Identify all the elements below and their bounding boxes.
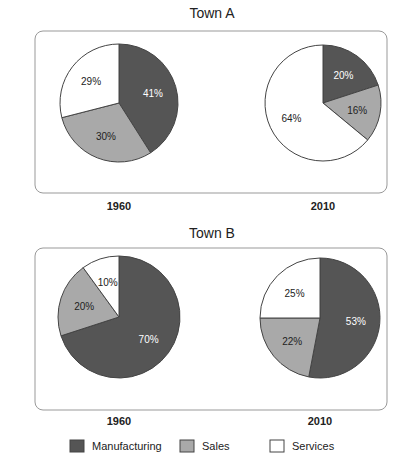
series-label: 1960 (107, 200, 131, 212)
legend-label: Manufacturing (92, 440, 162, 452)
series-label: 2010 (311, 200, 335, 212)
pie (260, 258, 380, 378)
data-label: 70% (139, 334, 159, 345)
pie (265, 45, 381, 161)
legend-label: Services (292, 440, 335, 452)
legend-swatch (270, 440, 284, 452)
data-label: 22% (282, 336, 302, 347)
data-label: 29% (81, 76, 101, 87)
pie-slice (260, 258, 320, 318)
data-label: 30% (96, 131, 116, 142)
data-label: 16% (347, 105, 367, 116)
data-label: 64% (282, 113, 302, 124)
legend-swatch (70, 440, 84, 452)
legend-swatch (180, 440, 194, 452)
legend: Manufacturing Sales Services (70, 440, 335, 452)
data-label: 25% (285, 288, 305, 299)
pie (60, 44, 178, 162)
series-label: 2010 (308, 415, 332, 427)
data-label: 20% (74, 301, 94, 312)
data-label: 53% (346, 316, 366, 327)
chart-title: Town B (189, 225, 235, 241)
data-label: 10% (98, 277, 118, 288)
panel-frame (35, 31, 387, 193)
chart-title: Town A (189, 5, 235, 21)
pie-slice (260, 318, 320, 377)
panel-frame (35, 248, 387, 410)
pie (58, 256, 180, 378)
series-label: 1960 (107, 415, 131, 427)
data-label: 20% (333, 70, 353, 81)
legend-label: Sales (202, 440, 230, 452)
pie-slice (60, 44, 119, 118)
pie-slice (265, 45, 368, 161)
data-label: 41% (143, 88, 163, 99)
chart-root: Town A 41% 30% 29% 1960 20% 16% 64% 2010 Town B 70… (0, 0, 397, 474)
